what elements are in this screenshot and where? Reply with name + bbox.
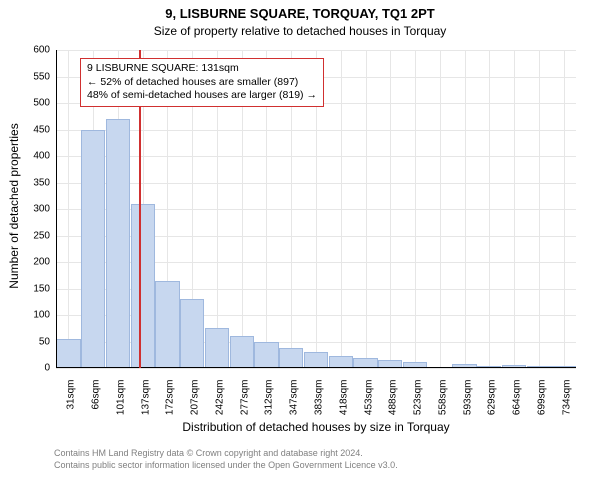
y-tick-label: 150 [0, 283, 50, 294]
y-tick-label: 100 [0, 310, 50, 321]
histogram-bar [230, 336, 254, 368]
x-tick-label: 383sqm [314, 380, 325, 416]
grid-line-v [514, 50, 515, 368]
histogram-bar [254, 342, 278, 369]
grid-line-v [465, 50, 466, 368]
y-tick-label: 400 [0, 151, 50, 162]
y-tick-label: 350 [0, 177, 50, 188]
annotation-box: 9 LISBURNE SQUARE: 131sqm ← 52% of detac… [80, 58, 324, 107]
x-tick-label: 453sqm [363, 380, 374, 416]
grid-line-v [68, 50, 69, 368]
x-axis-label: Distribution of detached houses by size … [56, 420, 576, 434]
x-tick-label: 734sqm [561, 380, 572, 416]
grid-line-v [341, 50, 342, 368]
histogram-bar [180, 299, 204, 368]
grid-line-v [564, 50, 565, 368]
grid-line-v [539, 50, 540, 368]
credits: Contains HM Land Registry data © Crown c… [54, 448, 398, 471]
x-tick-label: 593sqm [462, 380, 473, 416]
y-tick-label: 250 [0, 230, 50, 241]
histogram-bar [106, 119, 130, 368]
grid-line-v [489, 50, 490, 368]
grid-line-v [440, 50, 441, 368]
x-tick-label: 488sqm [388, 380, 399, 416]
annotation-line-1: 9 LISBURNE SQUARE: 131sqm [87, 62, 317, 76]
y-tick-label: 200 [0, 257, 50, 268]
chart-title: 9, LISBURNE SQUARE, TORQUAY, TQ1 2PT [0, 6, 600, 21]
x-tick-label: 101sqm [115, 380, 126, 416]
y-tick-label: 500 [0, 98, 50, 109]
x-tick-label: 277sqm [239, 380, 250, 416]
histogram-bar [205, 328, 229, 368]
grid-line-v [366, 50, 367, 368]
x-tick-label: 699sqm [536, 380, 547, 416]
x-tick-label: 629sqm [487, 380, 498, 416]
histogram-bar [279, 348, 303, 368]
x-tick-label: 207sqm [190, 380, 201, 416]
histogram-bar [131, 204, 155, 368]
y-tick-label: 450 [0, 124, 50, 135]
histogram-bar [155, 281, 179, 368]
x-tick-label: 242sqm [214, 380, 225, 416]
x-tick-label: 347sqm [289, 380, 300, 416]
x-tick-label: 66sqm [91, 380, 102, 410]
y-tick-label: 0 [0, 363, 50, 374]
chart-subtitle: Size of property relative to detached ho… [0, 24, 600, 38]
histogram-bar [304, 352, 328, 368]
y-tick-label: 550 [0, 71, 50, 82]
x-tick-label: 418sqm [338, 380, 349, 416]
y-axis-line [56, 50, 57, 368]
x-tick-label: 558sqm [437, 380, 448, 416]
y-tick-label: 600 [0, 45, 50, 56]
x-tick-label: 523sqm [413, 380, 424, 416]
credits-line-1: Contains HM Land Registry data © Crown c… [54, 448, 398, 460]
grid-line-h [56, 368, 576, 369]
histogram-bar [81, 130, 105, 369]
x-axis-line [56, 367, 576, 368]
annotation-line-2: ← 52% of detached houses are smaller (89… [87, 76, 317, 90]
chart-container: 9, LISBURNE SQUARE, TORQUAY, TQ1 2PT Siz… [0, 0, 600, 500]
grid-line-v [390, 50, 391, 368]
x-tick-label: 137sqm [140, 380, 151, 416]
grid-line-v [415, 50, 416, 368]
x-tick-label: 664sqm [512, 380, 523, 416]
x-tick-label: 31sqm [66, 380, 77, 410]
annotation-line-3: 48% of semi-detached houses are larger (… [87, 89, 317, 103]
y-tick-label: 50 [0, 336, 50, 347]
histogram-bar [56, 339, 80, 368]
credits-line-2: Contains public sector information licen… [54, 460, 398, 472]
y-tick-label: 300 [0, 204, 50, 215]
x-tick-label: 172sqm [165, 380, 176, 416]
x-tick-label: 312sqm [264, 380, 275, 416]
